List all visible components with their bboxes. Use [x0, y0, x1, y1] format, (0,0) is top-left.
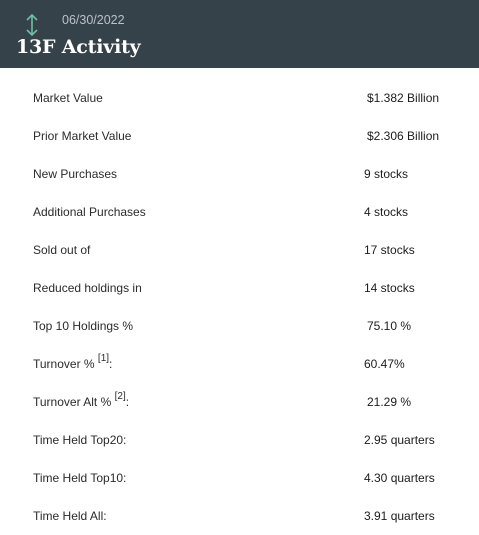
- stat-row-sold-out: Sold out of 17 stocks: [0, 231, 479, 269]
- stat-label: Turnover % [1]:: [33, 353, 113, 371]
- stat-label: Time Held Top20:: [33, 433, 127, 447]
- stat-row-turnover: Turnover % [1]: 60.47%: [0, 345, 479, 383]
- stat-label: Market Value: [33, 91, 103, 105]
- stat-value: 2.95 quarters: [364, 433, 435, 447]
- stat-label: Top 10 Holdings %: [33, 319, 134, 333]
- stat-label-suffix: :: [109, 357, 113, 371]
- activity-header: 06/30/2022 13F Activity: [0, 0, 479, 68]
- stat-row-time-held-all: Time Held All: 3.91 quarters: [0, 497, 479, 535]
- stat-row-time-held-top10: Time Held Top10: 4.30 quarters: [0, 459, 479, 497]
- stat-row-new-purchases: New Purchases 9 stocks: [0, 155, 479, 193]
- report-date: 06/30/2022: [62, 13, 125, 27]
- stat-value: 75.10 %: [367, 319, 412, 333]
- stat-value: 9 stocks: [364, 167, 409, 181]
- stat-value: 4.30 quarters: [364, 471, 435, 485]
- stat-label: Additional Purchases: [33, 205, 146, 219]
- stat-value: $1.382 Billion: [367, 91, 440, 105]
- stat-row-time-held-top20: Time Held Top20: 2.95 quarters: [0, 421, 479, 459]
- stat-label: Time Held Top10:: [33, 471, 127, 485]
- stat-label-text: Turnover Alt %: [33, 395, 112, 409]
- stat-row-turnover-alt: Turnover Alt % [2]: 21.29 %: [0, 383, 479, 421]
- stat-label: New Purchases: [33, 167, 118, 181]
- stat-value: 4 stocks: [364, 205, 409, 219]
- stat-label: Prior Market Value: [33, 129, 132, 143]
- stat-value: 17 stocks: [364, 243, 415, 257]
- footnote-link[interactable]: [1]: [97, 353, 110, 364]
- up-down-arrow-icon: [26, 13, 38, 37]
- stat-value: 3.91 quarters: [364, 509, 435, 523]
- stat-label-text: Turnover %: [33, 357, 95, 371]
- stat-value: 14 stocks: [364, 281, 415, 295]
- stat-value: $2.306 Billion: [367, 129, 440, 143]
- stat-row-reduced-holdings: Reduced holdings in 14 stocks: [0, 269, 479, 307]
- activity-stats-list: Market Value $1.382 Billion Prior Market…: [0, 79, 479, 535]
- stat-label-suffix: :: [125, 395, 130, 409]
- stat-row-prior-market-value: Prior Market Value $2.306 Billion: [0, 117, 479, 155]
- stat-label: Turnover Alt % [2]:: [33, 391, 130, 409]
- stat-value: 60.47%: [364, 357, 405, 371]
- stat-label: Sold out of: [33, 243, 91, 257]
- stat-label: Time Held All:: [33, 509, 107, 523]
- stat-value: 21.29 %: [367, 395, 412, 409]
- page-title: 13F Activity: [16, 36, 141, 58]
- footnote-link[interactable]: [2]: [114, 391, 126, 402]
- stat-row-top10-holdings: Top 10 Holdings % 75.10 %: [0, 307, 479, 345]
- stat-row-market-value: Market Value $1.382 Billion: [0, 79, 479, 117]
- stat-row-additional-purchases: Additional Purchases 4 stocks: [0, 193, 479, 231]
- stat-label: Reduced holdings in: [33, 281, 142, 295]
